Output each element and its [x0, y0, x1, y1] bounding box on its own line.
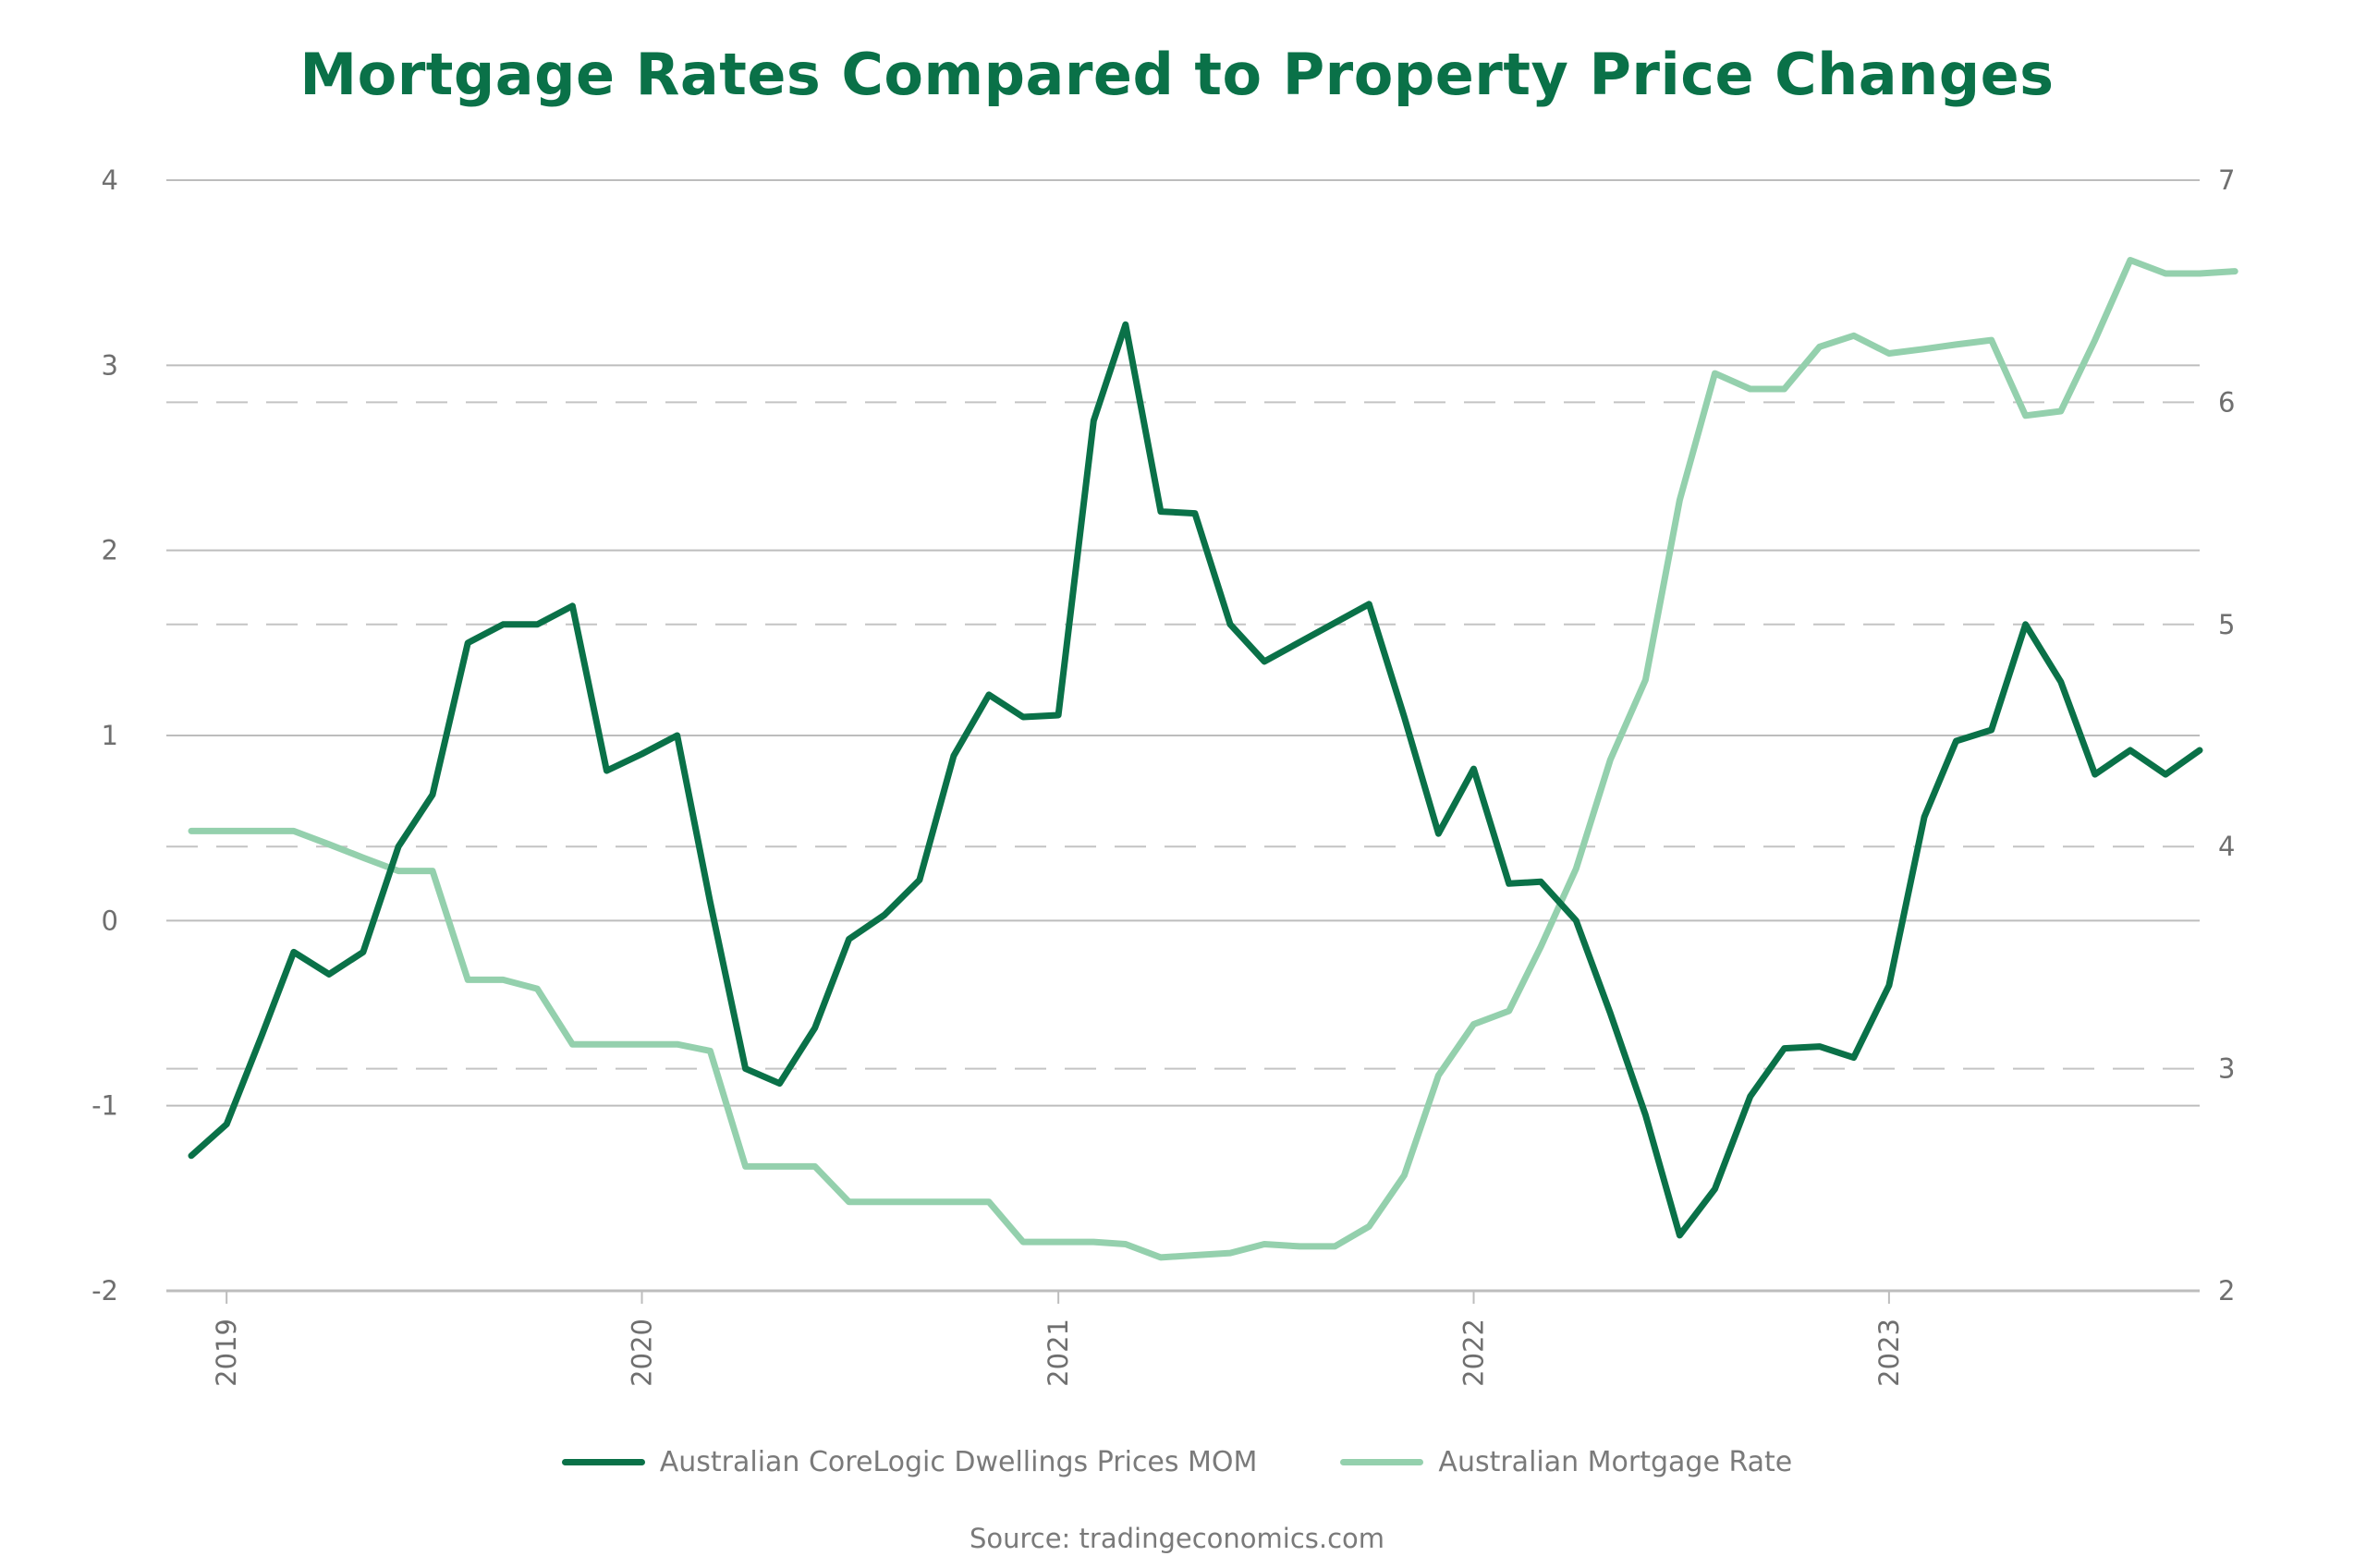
- left-tick-label: 2: [102, 535, 118, 566]
- left-axis-ticks: -2 -1 0 1 2 3 4: [91, 164, 118, 1307]
- right-tick-label: 6: [2218, 386, 2235, 418]
- left-tick-label: -1: [91, 1090, 118, 1122]
- x-axis-ticks: 2019 2020 2021 2022 2023: [211, 1291, 1905, 1387]
- x-tick-label: 2023: [1873, 1319, 1905, 1387]
- x-tick-label: 2022: [1458, 1319, 1490, 1387]
- legend: Australian CoreLogic Dwellings Prices MO…: [0, 1446, 2354, 1478]
- left-tick-label: 1: [102, 720, 118, 751]
- left-tick-label: 4: [102, 164, 118, 196]
- legend-swatch-dwelling-prices: [561, 1459, 645, 1465]
- legend-label-dwelling-prices: Australian CoreLogic Dwellings Prices MO…: [659, 1446, 1258, 1478]
- gridlines: [166, 179, 2200, 1293]
- legend-item-mortgage-rate[interactable]: Australian Mortgage Rate: [1340, 1446, 1792, 1478]
- x-tick-label: 2019: [211, 1319, 242, 1387]
- right-axis-ticks: 2 3 4 5 6 7: [2218, 164, 2235, 1307]
- series-line-dwelling-prices: [188, 321, 2203, 1239]
- x-tick-label: 2021: [1043, 1319, 1074, 1387]
- right-tick-label: 7: [2218, 164, 2235, 196]
- left-tick-label: -2: [91, 1275, 118, 1307]
- legend-label-mortgage-rate: Australian Mortgage Rate: [1438, 1446, 1793, 1478]
- right-tick-label: 3: [2218, 1053, 2235, 1085]
- left-tick-label: 0: [102, 905, 118, 936]
- left-tick-label: 3: [102, 349, 118, 381]
- chart-title: Mortgage Rates Compared to Property Pric…: [299, 41, 2055, 108]
- right-tick-label: 5: [2218, 609, 2235, 640]
- source-note: Source: tradingeconomics.com: [969, 1523, 1385, 1554]
- series-lines: [188, 257, 2238, 1261]
- legend-swatch-mortgage-rate: [1340, 1459, 1424, 1465]
- series-line-mortgage-rate: [188, 257, 2238, 1261]
- right-tick-label: 4: [2218, 831, 2235, 862]
- legend-item-dwelling-prices[interactable]: Australian CoreLogic Dwellings Prices MO…: [561, 1446, 1258, 1478]
- right-tick-label: 2: [2218, 1275, 2235, 1307]
- x-tick-label: 2020: [627, 1319, 658, 1387]
